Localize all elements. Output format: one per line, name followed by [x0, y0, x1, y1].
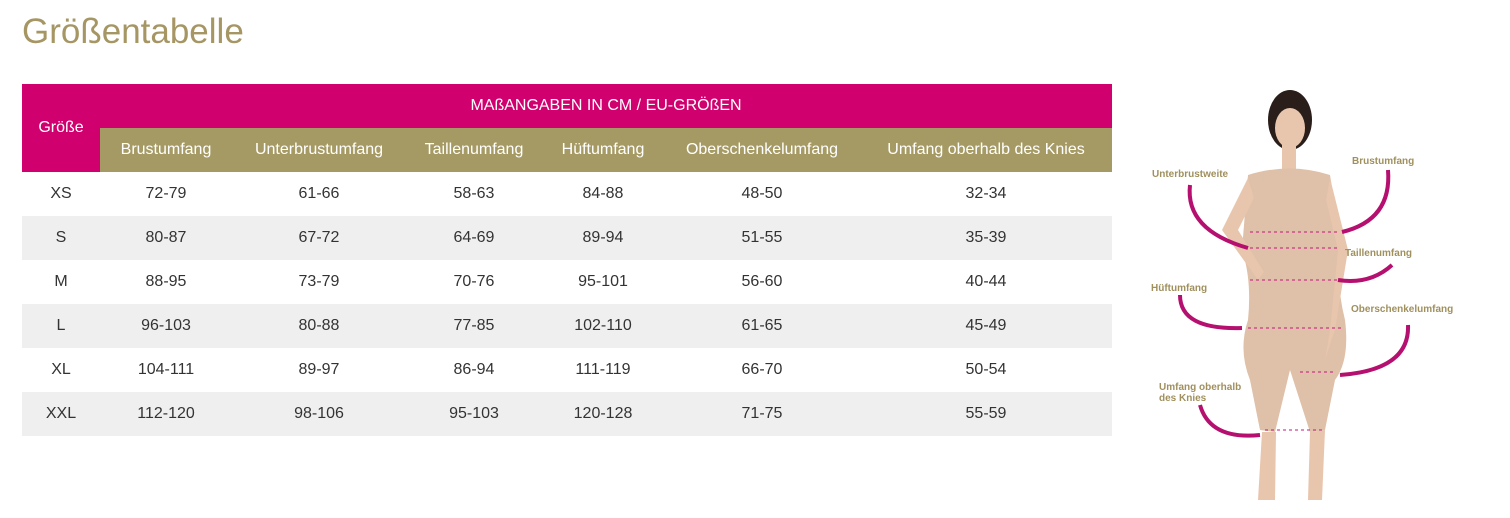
measure-cell: 73-79: [298, 273, 340, 290]
column-header: Umfang oberhalb des Knies: [860, 128, 1112, 172]
measure-cell: 66-70: [741, 361, 783, 378]
column-header: Hüftumfang: [542, 128, 664, 172]
measure-cell: 70-76: [453, 273, 495, 290]
table-row: XS 72-79 61-66 58-63 84-88 48-50 32-34: [22, 172, 1112, 216]
measure-cell: 55-59: [860, 392, 1112, 436]
column-header: Brustumfang: [100, 128, 232, 172]
column-header: Oberschenkelumfang: [664, 128, 860, 172]
measure-cell: 120-128: [542, 392, 664, 436]
measure-cell: 67-72: [232, 216, 406, 260]
measure-cell: 88-95: [145, 273, 187, 290]
size-cell: XXL: [22, 392, 100, 436]
measure-cell: 84-88: [582, 185, 624, 202]
figure-label: Taillenumfang: [1345, 248, 1413, 259]
measure-cell: 96-103: [100, 304, 232, 348]
measure-cell: 48-50: [741, 185, 783, 202]
table-row: XL 104-111 89-97 86-94 111-119 66-70 50-54: [22, 348, 1112, 392]
measure-cell: 77-85: [406, 304, 542, 348]
measure-cell: 56-60: [741, 273, 783, 290]
measure-cell: 89-97: [298, 361, 340, 378]
corner-header: Größe: [22, 84, 100, 172]
measure-cell: 89-94: [542, 216, 664, 260]
page-title: Größentabelle: [22, 12, 244, 51]
table-row: XXL 112-120 98-106 95-103 120-128 71-75 55-59: [22, 392, 1112, 436]
measure-cell: 35-39: [860, 216, 1112, 260]
measure-cell: 104-111: [137, 361, 195, 378]
measure-lines: [1248, 231, 1344, 431]
measure-cell: 51-55: [664, 216, 860, 260]
measure-cell: 71-75: [664, 392, 860, 436]
measure-cell: 95-103: [406, 392, 542, 436]
model-silhouette: [1222, 90, 1348, 500]
measure-cell: 86-94: [453, 361, 495, 378]
table-row: M 88-95 73-79 70-76 95-101 56-60 40-44: [22, 260, 1112, 304]
measure-cell: 50-54: [965, 361, 1007, 378]
size-cell: S: [22, 216, 100, 260]
measure-cell: 98-106: [232, 392, 406, 436]
size-cell: M: [54, 273, 68, 290]
measure-cell: 95-101: [578, 273, 628, 290]
size-cell: L: [22, 304, 100, 348]
figure-label: Unterbrustweite: [1152, 169, 1229, 180]
measure-cell: 80-88: [232, 304, 406, 348]
size-cell: XS: [50, 185, 72, 202]
measure-cell: 80-87: [100, 216, 232, 260]
measure-cell: 111-119: [575, 361, 631, 378]
column-header: Taillenumfang: [406, 128, 542, 172]
measure-cell: 32-34: [965, 185, 1007, 202]
figure-label: Brustumfang: [1352, 156, 1415, 167]
measure-cell: 40-44: [965, 273, 1007, 290]
size-table: Größe MAßANGABEN IN CM / EU-GRÖßEN Brust…: [22, 84, 1112, 436]
arrows: [1178, 169, 1411, 438]
figure: [1178, 90, 1411, 500]
measure-cell: 112-120: [100, 392, 232, 436]
column-header: Unterbrustumfang: [232, 128, 406, 172]
span-header: MAßANGABEN IN CM / EU-GRÖßEN: [100, 84, 1112, 128]
size-cell: XL: [51, 361, 71, 378]
table-row: S 80-87 67-72 64-69 89-94 51-55 35-39: [22, 216, 1112, 260]
measure-cell: 102-110: [542, 304, 664, 348]
measure-cell: 61-65: [664, 304, 860, 348]
table-row: L 96-103 80-88 77-85 102-110 61-65 45-49: [22, 304, 1112, 348]
column-headers: Brustumfang Unterbrustumfang Taillenumfang…: [22, 128, 1112, 172]
measure-cell: 64-69: [406, 216, 542, 260]
measure-cell: 58-63: [453, 185, 495, 202]
figure-label: Oberschenkelumfang: [1351, 304, 1454, 315]
table-body: XS 72-79 61-66 58-63 84-88 48-50 32-34 S 80-87 67…: [22, 172, 1112, 436]
figure-label: Umfang oberhalb des Knies: [1159, 382, 1242, 404]
measure-cell: 45-49: [860, 304, 1112, 348]
measure-cell: 61-66: [298, 185, 340, 202]
measure-cell: 72-79: [145, 185, 187, 202]
figure-label: Hüftumfang: [1151, 283, 1208, 294]
